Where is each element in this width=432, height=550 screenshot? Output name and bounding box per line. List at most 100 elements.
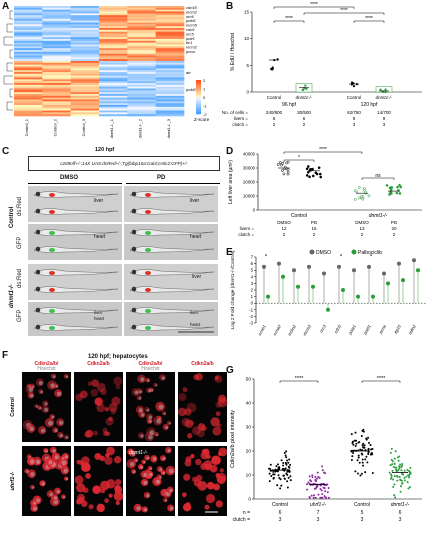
cell-signal: [197, 480, 208, 491]
edu-chart: 0 5 10 15 % EdU / Hoechst Control dnmt1-/- Cont…: [222, 2, 422, 127]
heatmap-cell: [70, 39, 100, 42]
fish-body: [129, 191, 215, 198]
g-point: [361, 444, 364, 447]
fish-organ: [145, 326, 151, 330]
cell-signal: [196, 474, 203, 482]
d-ns: ns: [375, 173, 381, 179]
d-point: [362, 187, 366, 190]
g-point: [396, 469, 399, 472]
heatmap-cell: [42, 20, 71, 23]
f-row-label: uhrf1-/-: [10, 471, 16, 490]
g-point: [398, 466, 401, 469]
cell-signal: [211, 455, 221, 466]
heatmap-cell: [70, 61, 100, 64]
b-ytick-label: 0: [246, 90, 249, 95]
heatmap-cell: [70, 95, 100, 98]
heatmap-cell: [127, 68, 156, 71]
g-point: [276, 484, 279, 487]
cell-signal: [113, 491, 124, 502]
d-point: [390, 192, 393, 195]
b-point: [271, 66, 274, 69]
heatmap-cell: [70, 13, 100, 16]
nucleus-signal: [138, 408, 143, 413]
g-point: [361, 458, 364, 461]
g-point: [389, 451, 392, 454]
fish-eye: [131, 286, 137, 292]
heatmap-cell: [70, 106, 100, 109]
g-point: [367, 448, 370, 451]
cell-signal: [219, 468, 225, 473]
g-ytick-label: 40: [246, 401, 252, 407]
heatmap-cell: [70, 94, 100, 97]
b-table-value: 240/800: [266, 110, 283, 115]
label-liver-1: liver: [94, 198, 104, 204]
d-livers-value: 16: [311, 226, 317, 231]
b-group-label: Control: [347, 95, 362, 100]
cell-signal: [184, 419, 194, 429]
g-point: [350, 459, 353, 462]
b-table-label: livers =: [234, 116, 249, 121]
nucleus-signal: [143, 473, 147, 477]
legend-title: Z-score: [194, 117, 210, 122]
fish-body: [33, 229, 119, 236]
g-point: [408, 476, 411, 479]
d-group1: Control: [291, 213, 307, 219]
g-sig: ****: [377, 376, 386, 382]
micrograph: [126, 372, 175, 442]
heatmap-cell: [155, 61, 185, 64]
heatmap-cell: [99, 9, 128, 12]
d-cond-label: PD: [311, 220, 318, 225]
heatmap-cell: [70, 7, 100, 10]
heatmap-cell: [70, 15, 100, 18]
d-point: [398, 183, 401, 187]
cell-signal: [105, 417, 114, 426]
heatmap-cell: [70, 84, 100, 87]
cell-signal: [216, 475, 226, 485]
heatmap-cell: [99, 62, 128, 65]
panel-c-dsred-1: ds:Red: [17, 196, 23, 216]
heatmap-cell: [127, 20, 156, 23]
heatmap-cell: [70, 53, 100, 56]
micrograph: [126, 446, 175, 516]
dendrogram-branch: [3, 75, 13, 85]
cell-signal: [115, 479, 122, 486]
fish-organ: [49, 210, 55, 214]
heatmap-cell: [155, 51, 185, 54]
heatmap-cell: [155, 103, 185, 106]
heatmap-cell: [127, 26, 156, 29]
heatmap-cell: [42, 64, 71, 67]
heatmap-cell: [42, 51, 71, 54]
fish-eye: [131, 269, 137, 275]
e-point-dmso: [307, 264, 311, 269]
g-point: [371, 471, 374, 474]
heatmap-cell: [155, 86, 185, 89]
heatmap-cell: [155, 92, 185, 95]
heatmap-cell: [14, 103, 43, 106]
g-point: [283, 477, 286, 480]
heatmap-cell: [127, 103, 156, 106]
g-ytick-label: 10: [246, 473, 252, 479]
cell-signal: [111, 396, 121, 406]
cell-signal: [79, 390, 88, 399]
d-ytick-label: 20000: [243, 180, 256, 185]
dendrogram-branch: [9, 49, 13, 59]
heatmap-cell: [14, 11, 43, 14]
d-cond-label: DMSO: [355, 220, 369, 225]
heatmap-cell: [42, 75, 71, 78]
nucleus-signal: [153, 457, 157, 461]
b-ytick-label: 15: [244, 10, 250, 15]
heatmap-cell: [42, 68, 71, 71]
cell-signal: [191, 476, 198, 482]
heatmap-cell: [155, 35, 185, 38]
legend-swatch: [196, 107, 201, 110]
cell-signal: [215, 473, 221, 478]
heatmap-cell: [70, 86, 100, 89]
g-point: [356, 459, 359, 462]
heatmap-cell: [127, 17, 156, 20]
g-point: [289, 475, 292, 478]
fish-organ: [49, 326, 55, 330]
b-point: [382, 90, 385, 94]
heatmap-cell: [99, 26, 128, 29]
heatmap-cell: [99, 28, 128, 31]
g-point: [393, 483, 396, 486]
